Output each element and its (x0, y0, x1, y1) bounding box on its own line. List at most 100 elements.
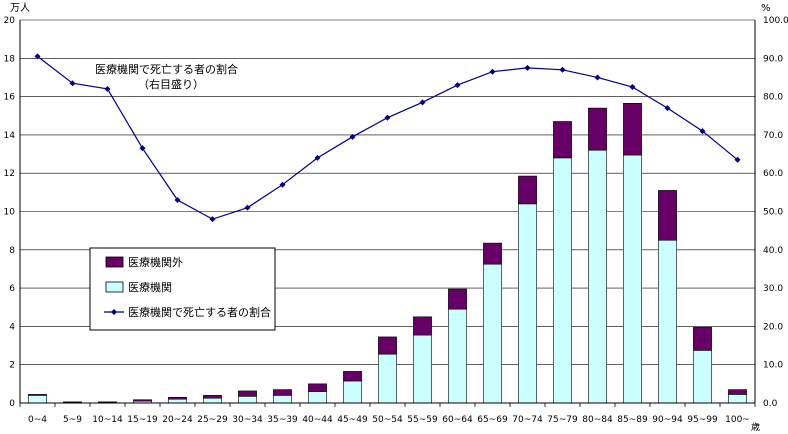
bar-outside (308, 383, 327, 392)
bar-hospital (728, 394, 747, 404)
x-tick-label: 90~94 (652, 415, 683, 425)
x-tick-label: 30~34 (232, 415, 263, 425)
right-y-tick-label: 100.0 (763, 16, 788, 26)
bar-hospital (238, 395, 257, 404)
bar-hospital (483, 263, 502, 404)
bar-outside (378, 336, 397, 355)
ratio-point (174, 197, 181, 204)
ratio-point (384, 114, 391, 121)
ratio-point (69, 80, 76, 87)
legend-label-outside: 医療機関外 (128, 255, 183, 269)
ratio-point (279, 181, 286, 188)
ratio-point (629, 84, 636, 91)
bar-hospital (378, 353, 397, 404)
x-tick-label: 25~29 (197, 415, 228, 425)
ratio-line (34, 53, 741, 223)
x-tick-label: 55~59 (407, 415, 438, 425)
x-tick-label: 35~39 (267, 415, 298, 425)
bar-outside (133, 399, 152, 402)
x-axis-suffix: 歳 (751, 421, 760, 433)
bar-outside (203, 395, 222, 399)
x-tick-label: 70~74 (512, 415, 543, 425)
bar-outside (343, 371, 362, 382)
bar-hospital (553, 157, 572, 404)
ratio-point (489, 68, 496, 75)
left-y-tick-label: 4 (9, 322, 15, 332)
bar-hospital (203, 397, 222, 404)
x-tick-label: 5~9 (63, 415, 82, 425)
right-y-tick-label: 20.0 (763, 322, 783, 332)
right-y-tick-label: 10.0 (763, 361, 783, 371)
bar-outside (553, 121, 572, 159)
left-y-tick-label: 14 (4, 131, 16, 141)
bar-hospital (28, 395, 47, 404)
right-y-tick-label: 80.0 (763, 93, 783, 103)
right-y-tick-label: 70.0 (763, 131, 783, 141)
x-tick-label: 40~44 (302, 415, 333, 425)
ratio-point (699, 128, 706, 135)
right-y-tick-label: 40.0 (763, 246, 783, 256)
ratio-point (664, 105, 671, 112)
bar-outside (693, 327, 712, 351)
right-y-tick-label: 60.0 (763, 169, 783, 179)
x-tick-label: 95~99 (687, 415, 718, 425)
ratio-point (349, 133, 356, 140)
ratio-point (559, 66, 566, 73)
bar-outside (483, 242, 502, 265)
ratio-point (139, 145, 146, 152)
axes (19, 20, 756, 407)
left-y-tick-label: 10 (4, 208, 16, 218)
left-y-tick-label: 6 (9, 284, 15, 294)
bar-outside (98, 401, 117, 403)
bar-hospital (588, 149, 607, 404)
bar-hospital (308, 391, 327, 404)
line-annotation: 医療機関で死亡する者の割合 (95, 62, 238, 76)
legend-label-hospital: 医療機関 (128, 280, 172, 294)
bar-hospital (273, 395, 292, 404)
right-y-tick-label: 30.0 (763, 284, 783, 294)
x-tick-label: 60~64 (442, 415, 473, 425)
ratio-point (104, 85, 111, 92)
x-tick-label: 10~14 (92, 415, 123, 425)
bar-hospital (168, 398, 187, 404)
legend: 医療機関外 医療機関 医療機関で死亡する者の割合 (89, 247, 276, 331)
bar-hospital (518, 203, 537, 404)
bar-outside (28, 394, 47, 396)
bar-hospital (623, 154, 642, 404)
x-tick-label: 20~24 (162, 415, 193, 425)
x-tick-labels: 0~4 5~9 10~14 15~19 20~24 25~29 30~34 35~39 40~4… (28, 415, 750, 425)
ratio-point (594, 74, 601, 81)
x-tick-label: 0~4 (28, 415, 47, 425)
right-y-tick-label: 90.0 (763, 54, 783, 64)
ratio-point (454, 82, 461, 89)
right-axis-unit: % (761, 3, 771, 14)
line-annotation-scale: （右目盛り） (138, 77, 204, 91)
left-y-tick-label: 8 (9, 246, 15, 256)
x-tick-label: 65~69 (477, 415, 508, 425)
bar-hospital (413, 334, 432, 404)
legend-swatch-outside (105, 256, 124, 268)
left-y-tick-label: 20 (4, 16, 16, 26)
right-y-tick-label: 50.0 (763, 208, 783, 218)
bar-outside (728, 389, 747, 395)
bar-hospital (658, 239, 677, 404)
bar-outside (658, 190, 677, 241)
bar-outside (448, 288, 467, 310)
left-y-tick-label: 2 (9, 361, 15, 371)
bar-hospital (693, 350, 712, 404)
bar-hospital (343, 380, 362, 404)
left-y-tick-label: 18 (4, 54, 16, 64)
ratio-point (419, 99, 426, 106)
left-y-tick-label: 0 (9, 399, 15, 409)
x-tick-label: 80~84 (582, 415, 613, 425)
x-tick-label: 45~49 (337, 415, 368, 425)
bar-outside (518, 175, 537, 205)
x-tick-label: 75~79 (547, 415, 578, 425)
right-y-tick-label: 0.0 (763, 399, 778, 409)
left-y-tick-labels: 0 2 4 6 8 10 12 14 16 18 20 (4, 16, 16, 409)
right-y-tick-labels: 0.0 10.0 20.0 30.0 40.0 50.0 60.0 70.0 80.0 90.0 1… (763, 16, 788, 409)
left-y-tick-label: 12 (4, 169, 15, 179)
ratio-point (34, 53, 41, 60)
bar-outside (413, 316, 432, 336)
